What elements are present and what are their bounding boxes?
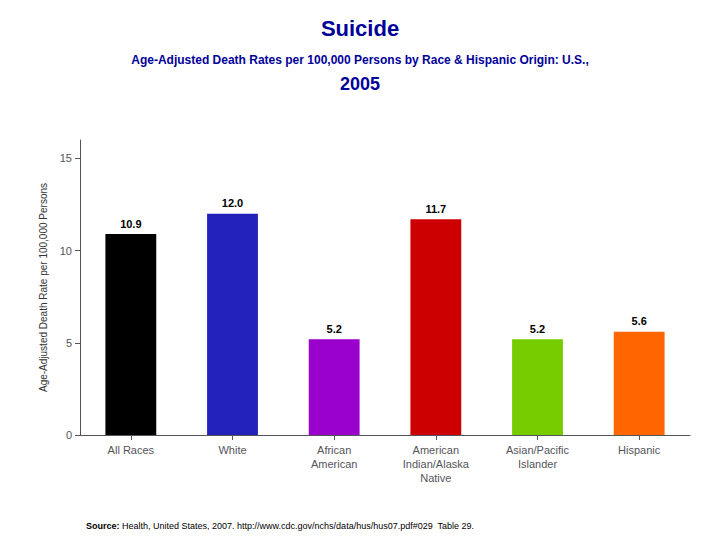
svg-text:Indian/Alaska: Indian/Alaska [403,458,470,470]
svg-text:15: 15 [60,152,72,164]
svg-text:American: American [413,444,459,456]
svg-text:Islander: Islander [518,458,557,470]
svg-text:2005: 2005 [340,74,380,94]
svg-text:Age-Adjusted Death Rate per 10: Age-Adjusted Death Rate per 100,000 Pers… [38,183,49,392]
svg-text:5.6: 5.6 [632,315,647,327]
svg-text:5.2: 5.2 [530,323,545,335]
svg-text:White: White [218,444,246,456]
svg-text:All Races: All Races [108,444,155,456]
svg-text:American: American [311,458,357,470]
svg-text:10: 10 [60,245,72,257]
svg-text:Health, United States, 2007. h: Health, United States, 2007. http://www.… [120,521,475,531]
svg-text:Age-Adjusted Death Rates per 1: Age-Adjusted Death Rates per 100,000 Per… [131,53,588,67]
svg-text:Source:: Source: [86,521,120,531]
svg-text:Native: Native [420,472,451,484]
svg-text:0: 0 [66,429,72,441]
svg-text:12.0: 12.0 [222,197,243,209]
svg-text:African: African [317,444,351,456]
svg-text:11.7: 11.7 [425,203,446,215]
svg-text:Hispanic: Hispanic [618,444,661,456]
svg-text:Suicide: Suicide [321,16,399,41]
svg-text:5.2: 5.2 [327,323,342,335]
svg-text:Asian/Pacific: Asian/Pacific [506,444,569,456]
svg-text:10.9: 10.9 [120,218,141,230]
svg-text:5: 5 [66,337,72,349]
